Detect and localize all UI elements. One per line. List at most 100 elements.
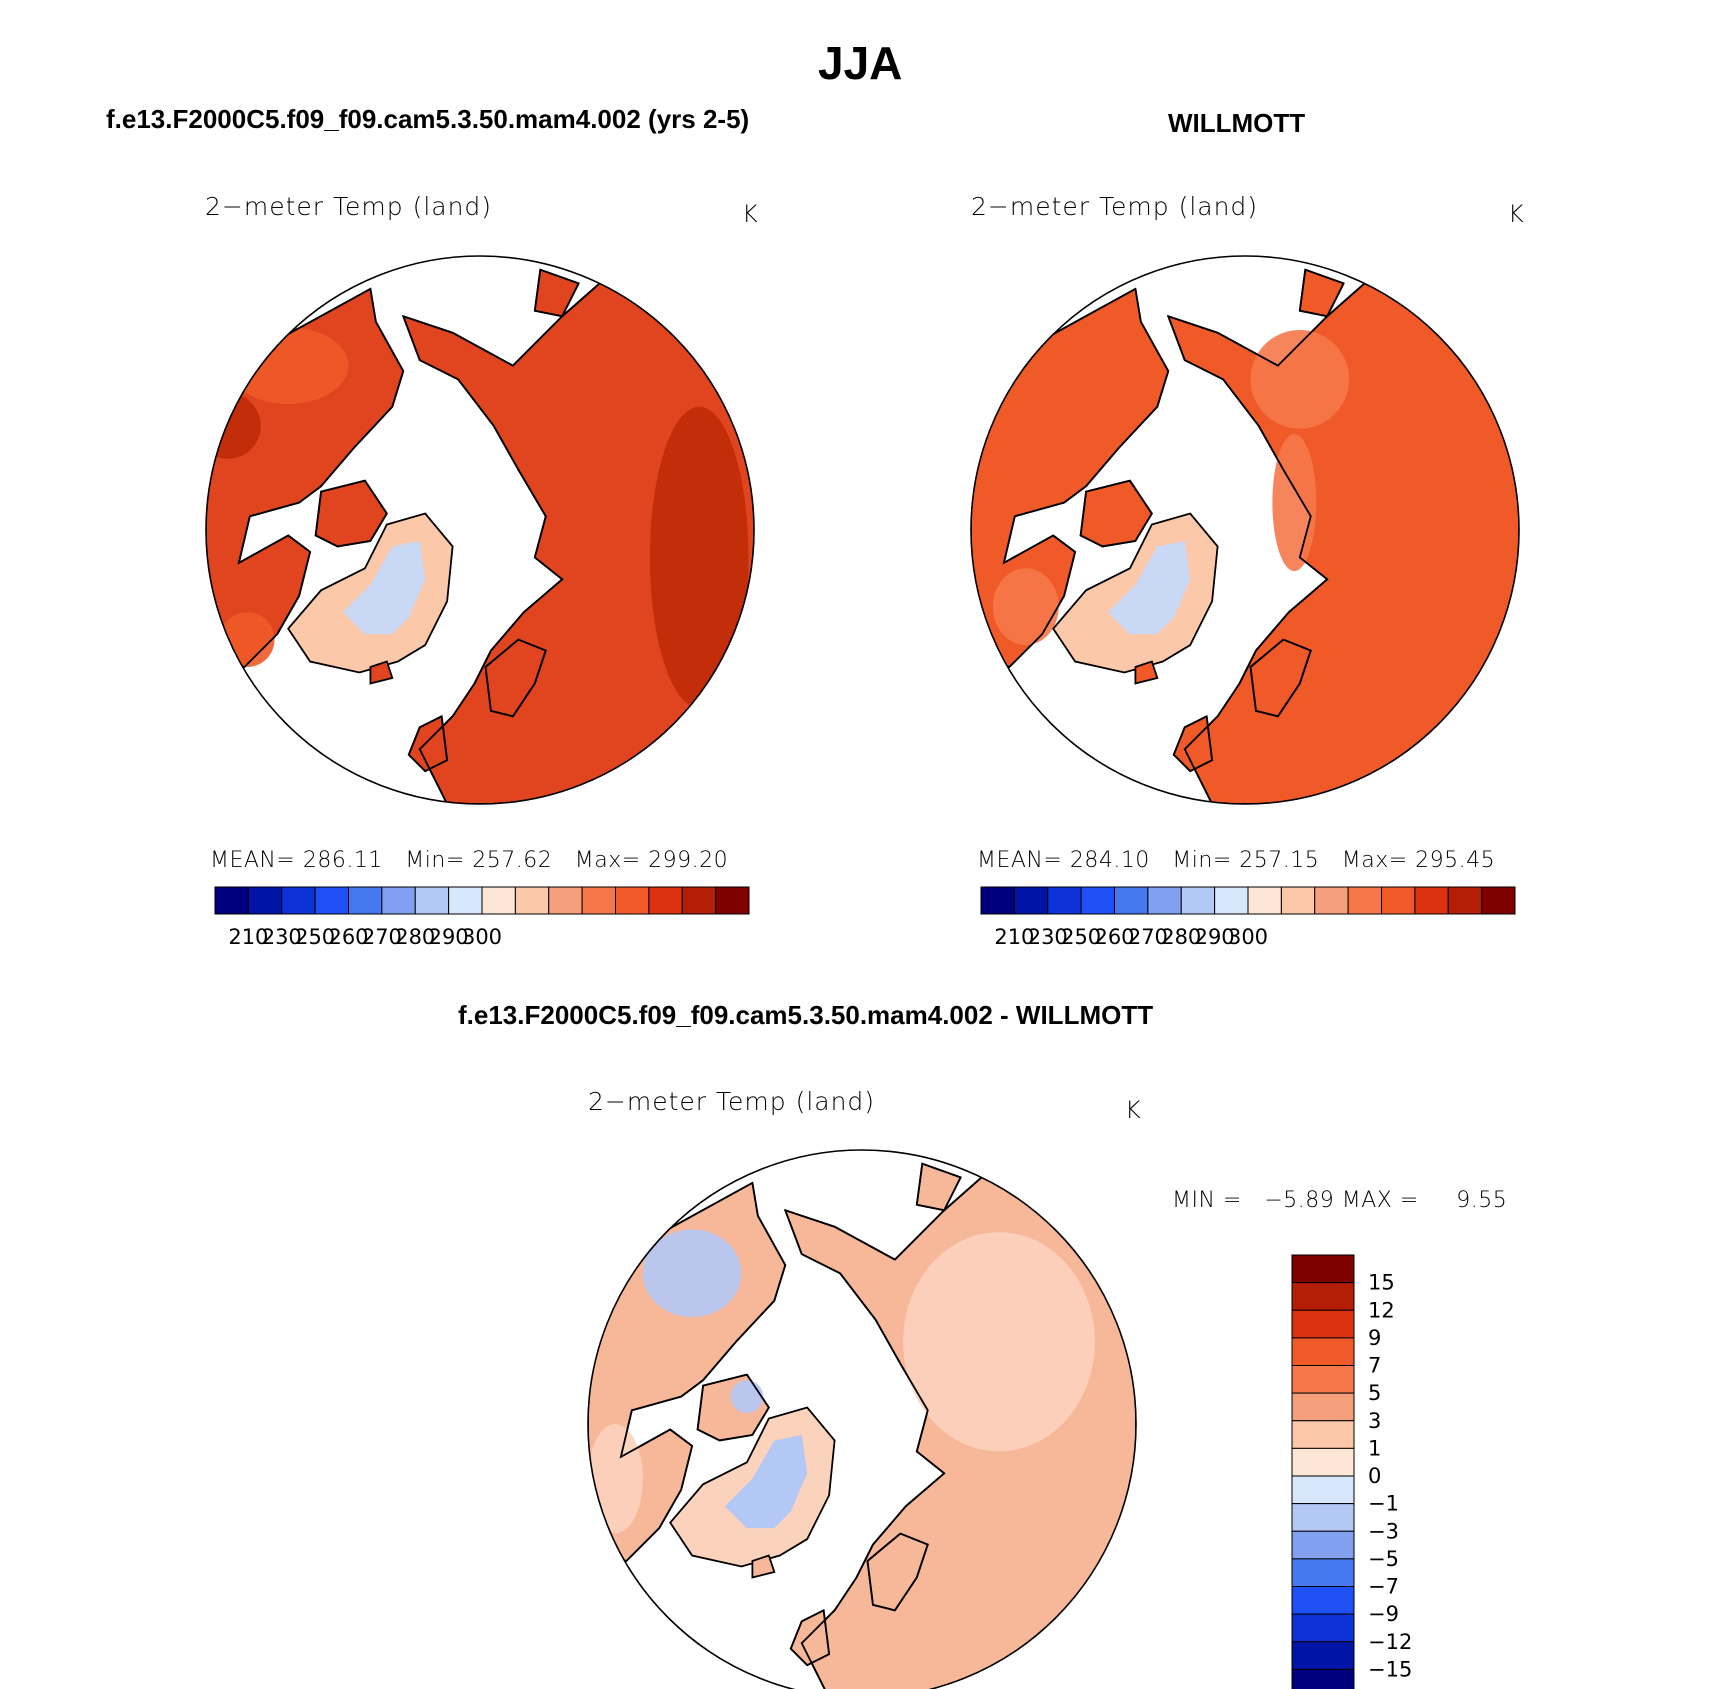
obs-scandinavia-coast xyxy=(1249,638,1312,718)
obs-min-value: 257.15 xyxy=(1239,848,1320,873)
obs-colorbar-swatch-5 xyxy=(1147,886,1182,915)
diff-colorbar-swatch-5 xyxy=(1291,1392,1355,1422)
obs-colorbar-swatch-13 xyxy=(1414,886,1449,915)
model-colorbar-swatch-8 xyxy=(481,886,516,915)
diff-max-label: MAX = xyxy=(1341,1188,1419,1213)
obs-variable-label: 2−meter Temp (land) xyxy=(971,192,1259,221)
model-colorbar-swatch-0 xyxy=(214,886,249,915)
model-max-value: 299.20 xyxy=(648,848,729,873)
obs-eurasia-land xyxy=(1167,256,1519,804)
obs-namerica-coast xyxy=(971,287,1170,669)
obs-colorbar-swatch-14 xyxy=(1447,886,1483,915)
model-britain-coast xyxy=(407,714,449,773)
model-colorbar-tick-label-6: 290 xyxy=(429,925,469,949)
obs-britain-coast xyxy=(1172,714,1214,773)
diff-colorbar-swatch-4 xyxy=(1291,1365,1355,1394)
obs-polar-map xyxy=(970,255,1520,805)
obs-colorbar-tick-label-6: 290 xyxy=(1195,925,1235,949)
diff-max-value: 9.55 xyxy=(1456,1188,1508,1213)
diff-colorbar-swatch-15 xyxy=(1291,1668,1355,1689)
diff-colorbar-swatch-12 xyxy=(1291,1586,1355,1615)
model-colorbar-tick-label-3: 260 xyxy=(328,925,368,949)
obs-colorbar-tick-label-5: 280 xyxy=(1161,925,1201,949)
diff-map-border xyxy=(587,1149,1137,1689)
diff-colorbar-tick-label-8: −1 xyxy=(1368,1492,1399,1516)
diff-britain-coast xyxy=(789,1608,831,1667)
diff-colorbar-swatch-8 xyxy=(1291,1475,1355,1505)
diff-min-value: −5.89 xyxy=(1264,1188,1335,1213)
diff-colorbar-swatch-11 xyxy=(1291,1558,1355,1587)
diff-namerica-coast xyxy=(588,1181,787,1563)
model-polar-map xyxy=(205,255,755,805)
model-colorbar-tick-label-0: 210 xyxy=(228,925,268,949)
diff-colorbar-swatch-13 xyxy=(1291,1613,1355,1643)
diff-colorbar-tick-label-3: 7 xyxy=(1368,1354,1381,1378)
obs-colorbar-swatch-15 xyxy=(1481,886,1516,915)
model-colorbar-swatch-7 xyxy=(448,886,483,915)
diff-colorbar-swatch-1 xyxy=(1291,1282,1355,1311)
model-colorbar-swatch-5 xyxy=(381,886,416,915)
diff-archipelago-coast xyxy=(696,1373,770,1442)
diff-unit-label: K xyxy=(1125,1096,1141,1124)
model-colorbar-swatch-13 xyxy=(648,886,683,915)
model-archipelago-coast xyxy=(314,479,388,548)
diff-colorbar-swatch-10 xyxy=(1291,1530,1355,1560)
diff-shade-2 xyxy=(903,1232,1095,1452)
diff-map-content xyxy=(588,1150,1136,1689)
obs-colorbar-swatch-12 xyxy=(1381,886,1416,915)
obs-colorbar-tick-label-3: 260 xyxy=(1094,925,1134,949)
model-colorbar-tick-label-2: 250 xyxy=(295,925,335,949)
model-case-title: f.e13.F2000C5.f09_f09.cam5.3.50.mam4.002… xyxy=(106,104,750,134)
diff-greenland-ice xyxy=(725,1434,808,1529)
obs-mean-label: MEAN= xyxy=(977,848,1063,873)
obs-colorbar-swatch-4 xyxy=(1114,886,1149,915)
obs-land-group xyxy=(971,256,1519,804)
diff-stats: MIN = −5.89 MAX = 9.55 xyxy=(1172,1188,1507,1213)
obs-shade-0 xyxy=(1250,329,1350,429)
model-unit-label: K xyxy=(742,200,758,228)
model-colorbar-swatch-9 xyxy=(514,886,550,915)
diff-colorbar-tick-label-13: −12 xyxy=(1368,1630,1412,1654)
obs-min-label: Min= xyxy=(1172,848,1232,873)
diff-polar-map xyxy=(587,1149,1137,1689)
diff-colorbar-tick-label-2: 9 xyxy=(1368,1326,1381,1350)
diff-scandinavia-coast xyxy=(866,1532,929,1612)
model-shade-1 xyxy=(206,393,261,459)
diff-colorbar-tick-label-7: 0 xyxy=(1368,1464,1381,1488)
obs-colorbar-swatch-10 xyxy=(1314,886,1349,915)
obs-colorbar-swatch-0 xyxy=(980,886,1015,915)
model-map-content xyxy=(206,256,754,804)
model-colorbar-tick-label-4: 270 xyxy=(362,925,402,949)
diff-colorbar-swatch-2 xyxy=(1291,1309,1355,1339)
obs-colorbar-tick-label-0: 210 xyxy=(994,925,1034,949)
model-stats: MEAN= 286.11 Min= 257.62 Max= 299.20 xyxy=(210,848,728,873)
obs-colorbar-swatch-7 xyxy=(1214,886,1249,915)
model-colorbar-swatch-1 xyxy=(247,886,283,915)
model-greenland-ice xyxy=(343,540,426,635)
obs-case-title: WILLMOTT xyxy=(1168,108,1306,138)
obs-colorbar-tick-label-2: 250 xyxy=(1061,925,1101,949)
obs-max-value: 295.45 xyxy=(1415,848,1496,873)
diff-kamchatka-coast xyxy=(915,1162,962,1212)
obs-colorbar-tick-label-7: 300 xyxy=(1228,925,1268,949)
diff-colorbar-tick-label-11: −7 xyxy=(1368,1575,1399,1599)
diff-eurasia-coast xyxy=(783,1150,1136,1689)
diff-iceland-land xyxy=(751,1554,776,1579)
model-mean-value: 286.11 xyxy=(302,848,383,873)
model-iceland-land xyxy=(369,660,394,685)
obs-colorbar-swatch-9 xyxy=(1280,886,1316,915)
model-min-label: Min= xyxy=(405,848,465,873)
obs-greenland-ice xyxy=(1108,540,1191,635)
diff-shade-0 xyxy=(642,1229,742,1318)
diff-colorbar-tick-label-5: 3 xyxy=(1368,1409,1381,1433)
obs-max-label: Max= xyxy=(1341,848,1408,873)
obs-colorbar-swatch-3 xyxy=(1080,886,1115,915)
diff-colorbar-tick-label-10: −5 xyxy=(1368,1547,1399,1571)
diff-colorbar-tick-label-0: 15 xyxy=(1368,1271,1395,1295)
model-namerica-coast xyxy=(206,287,405,669)
diff-colorbar-tick-label-14: −15 xyxy=(1368,1657,1412,1681)
obs-colorbar-tick-label-4: 270 xyxy=(1128,925,1168,949)
